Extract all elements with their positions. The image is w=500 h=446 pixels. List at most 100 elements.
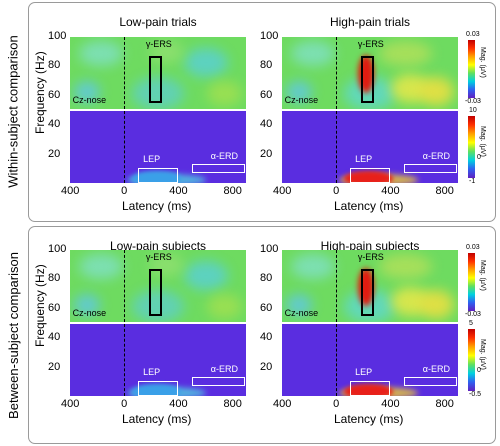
texture-blob: [419, 77, 455, 107]
colorbar-bottom-max: 10: [469, 107, 477, 114]
y-tick-label: 80: [48, 59, 61, 72]
stimulus-onset-line: [124, 37, 126, 183]
texture-blob: [131, 77, 185, 110]
texture-blob: [78, 40, 123, 67]
texture-blob: [78, 253, 123, 280]
colorbar-bottom-max: 5: [469, 320, 473, 327]
y-tick-label: 20: [260, 360, 273, 373]
texture-blob: [73, 293, 100, 316]
colorbar-bottom-min: -1: [469, 178, 476, 185]
lep-box: [349, 168, 391, 183]
low-band-map: [282, 110, 458, 183]
y-tick-label: 80: [260, 59, 273, 72]
row-label-between: Between-subject comparison: [0, 224, 26, 446]
x-tick-label: 400: [61, 185, 80, 197]
colorbar-top-label: Mag. (μV): [479, 260, 486, 291]
y-tick-label: 80: [48, 272, 61, 285]
alpha-erd-box: [191, 163, 246, 173]
x-tick-label: 400: [169, 398, 188, 410]
y-tick-label: 60: [48, 88, 61, 101]
x-axis-label: Latency (ms): [122, 199, 192, 213]
x-tick-label: 400: [381, 185, 400, 197]
x-tick-label: 800: [223, 185, 242, 197]
gamma-ers-label: γ-ERS: [357, 39, 384, 50]
y-tick-label: 100: [260, 30, 279, 42]
colorbar-top: [468, 40, 475, 98]
plot-title: Low-pain subjects: [109, 239, 207, 253]
texture-blob: [378, 40, 432, 67]
gamma-ers-box: [148, 56, 163, 104]
stimulus-onset-line: [336, 37, 338, 183]
texture-blob: [290, 253, 335, 280]
lep-activation: [132, 384, 181, 396]
colorbar-top: [468, 253, 475, 311]
colorbar-top-max: 0.03: [466, 244, 480, 251]
y-tick-label: 20: [48, 360, 61, 373]
colorbar-bottom: [468, 329, 475, 391]
gamma-ers-box: [148, 269, 163, 317]
x-tick-label: 400: [169, 185, 188, 197]
x-tick-label: 400: [273, 398, 292, 410]
lep-box: [137, 168, 179, 183]
x-tick-label: 400: [61, 398, 80, 410]
gamma-ers-label: γ-ERS: [357, 252, 384, 263]
texture-blob: [207, 80, 243, 107]
gamma-ers-box: [360, 56, 375, 104]
y-tick-label: 60: [260, 301, 273, 314]
row-label-within-text: Within-subject comparison: [5, 34, 21, 188]
x-tick-label: 0: [333, 398, 340, 410]
alpha-erd-label: α-ERD: [422, 363, 450, 374]
heatmap: γ-ERS Cz-nose LEP α-ERD: [70, 37, 246, 183]
reference-label: Cz-nose: [72, 95, 107, 106]
plot-title: Low-pain trials: [119, 15, 197, 29]
colorbar-bottom-mid: 0: [477, 154, 481, 161]
colorbar-top-label: Mag. (μV): [479, 47, 486, 78]
y-tick-label: 80: [260, 272, 273, 285]
x-tick-label: 400: [381, 398, 400, 410]
texture-blob: [184, 260, 229, 291]
x-tick-label: 800: [223, 398, 242, 410]
x-axis-label: Latency (ms): [334, 199, 404, 213]
band-divider: [282, 322, 458, 324]
low-band-map: [70, 323, 246, 396]
texture-blob: [73, 80, 100, 103]
heatmap: γ-ERS Cz-nose LEP α-ERD: [282, 37, 458, 183]
lep-box: [137, 381, 179, 396]
y-tick-label: 100: [260, 243, 279, 255]
plot-title: High-pain subjects: [320, 239, 420, 253]
y-axis-label: Frequency (Hz): [33, 51, 47, 134]
band-divider: [70, 109, 246, 111]
texture-blob: [131, 290, 185, 323]
y-tick-label: 20: [260, 147, 273, 160]
stimulus-onset-line: [124, 250, 126, 396]
y-tick-label: 40: [48, 118, 61, 131]
y-tick-label: 100: [48, 30, 67, 42]
lep-label: LEP: [355, 153, 373, 164]
lep-label: LEP: [143, 366, 161, 377]
x-tick-label: 0: [121, 398, 128, 410]
x-axis-label: Latency (ms): [122, 412, 192, 426]
band-divider: [282, 109, 458, 111]
texture-blob: [419, 290, 455, 320]
colorbar-bottom-mid: 0: [477, 367, 481, 374]
reference-label: Cz-nose: [284, 95, 319, 106]
reference-label: Cz-nose: [72, 308, 107, 319]
texture-blob: [290, 40, 335, 67]
row-label-within: Within-subject comparison: [0, 0, 26, 222]
colorbar-bottom-min: -0.5: [469, 391, 482, 398]
y-tick-label: 60: [260, 88, 273, 101]
gamma-ers-label: γ-ERS: [145, 39, 172, 50]
texture-blob: [285, 80, 312, 103]
gamma-ers-label: γ-ERS: [145, 252, 172, 263]
x-tick-label: 0: [121, 185, 128, 197]
alpha-erd-box: [403, 163, 458, 173]
y-axis-label: Frequency (Hz): [33, 264, 47, 347]
colorbar-top-max: 0.03: [466, 31, 480, 38]
x-tick-label: 800: [435, 185, 454, 197]
band-divider: [70, 322, 246, 324]
gamma-ers-box: [360, 269, 375, 317]
alpha-erd-label: α-ERD: [210, 150, 238, 161]
lep-activation: [132, 171, 181, 183]
alpha-erd-box: [403, 376, 458, 386]
reference-label: Cz-nose: [284, 308, 319, 319]
